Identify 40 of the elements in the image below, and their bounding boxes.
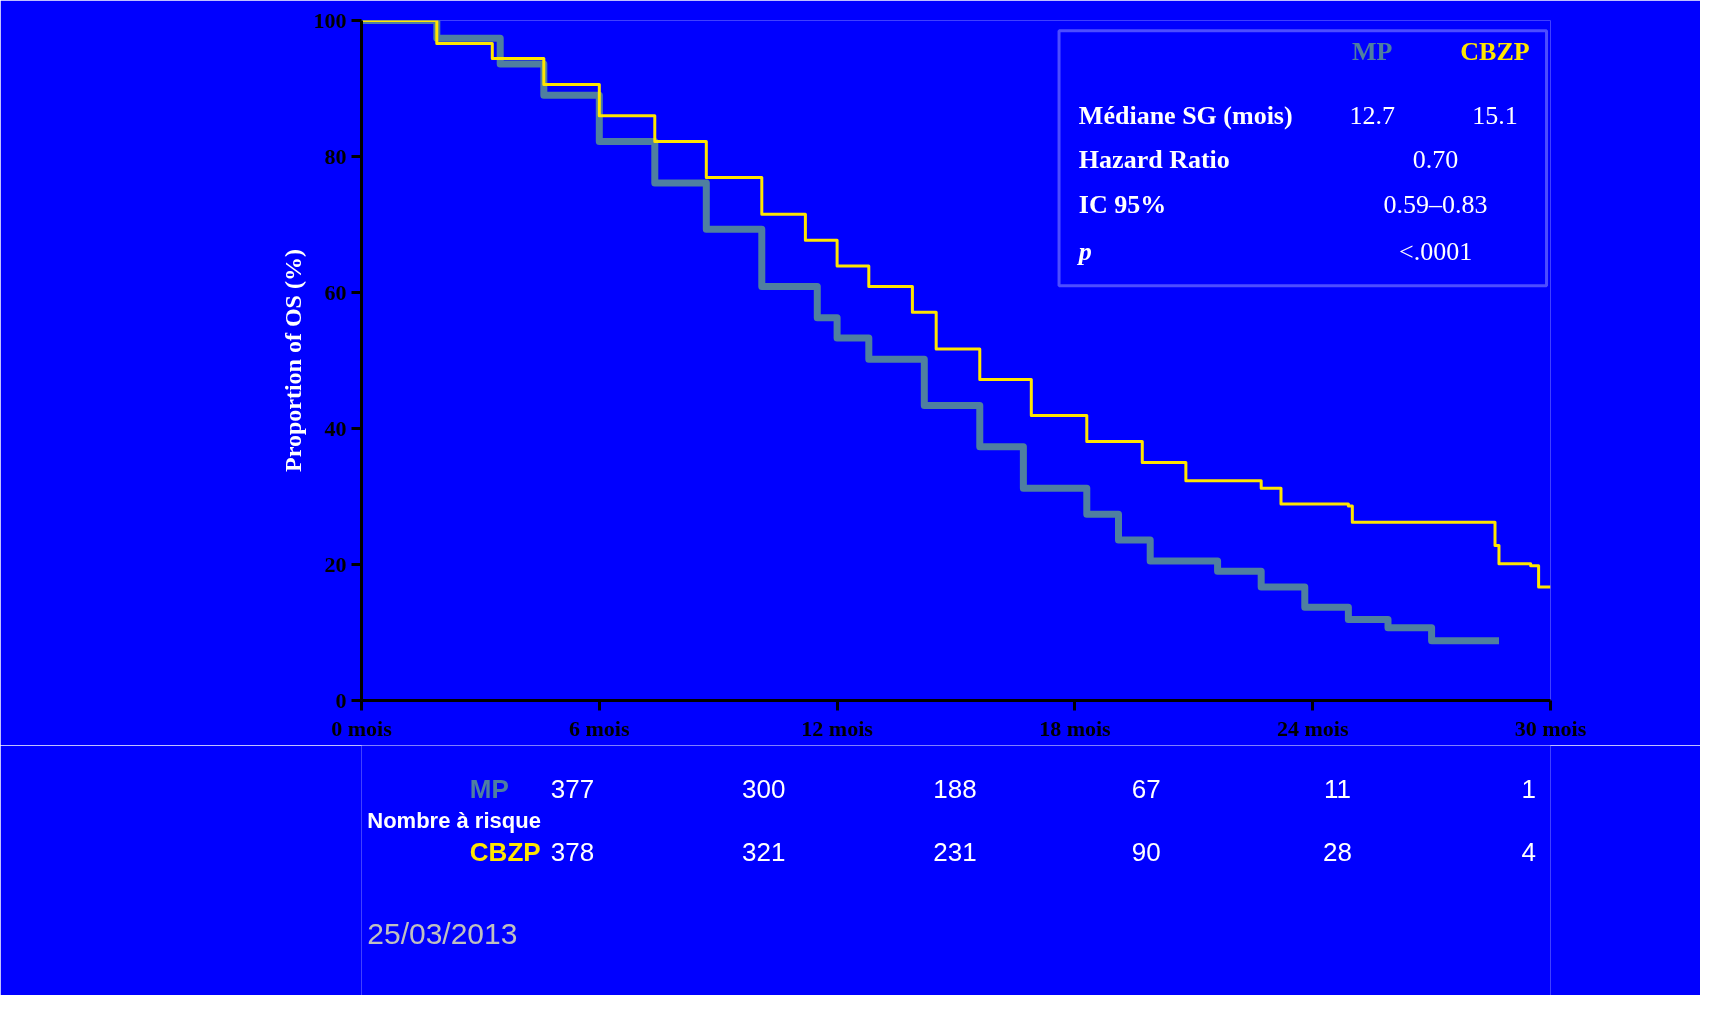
- y-tick-label: 100: [313, 7, 347, 33]
- annotation: <.0001: [1398, 237, 1473, 267]
- x-tick-label: 18 mois: [1039, 715, 1112, 741]
- annotation: Hazard Ratio: [1078, 145, 1230, 175]
- text: 28: [1323, 836, 1352, 867]
- y-tick-label: 60: [324, 279, 347, 305]
- y-tick-label: 0: [335, 687, 347, 713]
- text: CBZP: [1460, 36, 1530, 66]
- text: 25/03/2013: [367, 916, 518, 950]
- y-tick-label: 80: [324, 143, 347, 169]
- y-axis-title: Proportion of OS (%): [279, 249, 306, 472]
- text: MP: [469, 774, 509, 805]
- text: 321: [741, 836, 786, 867]
- text: 188: [933, 774, 977, 805]
- annotation: p: [1076, 237, 1092, 267]
- text: MP: [1351, 36, 1393, 66]
- text: 378: [550, 836, 595, 867]
- text: 4: [1521, 836, 1536, 867]
- x-tick-label: 24 mois: [1276, 715, 1349, 741]
- text: 300: [741, 774, 786, 805]
- text: CBZP: [469, 836, 541, 867]
- y-tick-label: 40: [324, 415, 347, 441]
- text: 11: [1323, 774, 1351, 805]
- annotation: 12.7: [1349, 101, 1395, 131]
- x-tick-label: 30 mois: [1514, 715, 1587, 741]
- annotation: 0.70: [1412, 145, 1459, 175]
- annotation: 15.1: [1472, 101, 1518, 131]
- text: 90: [1131, 836, 1161, 867]
- annotation: Médiane SG (mois): [1078, 101, 1293, 131]
- text: 67: [1131, 774, 1161, 805]
- x-tick-label: 6 mois: [569, 715, 630, 741]
- x-tick-label: 12 mois: [801, 715, 874, 741]
- text: 1: [1521, 774, 1536, 805]
- annotation: 0.59–0.83: [1383, 189, 1488, 219]
- text: 377: [550, 774, 595, 805]
- text: 231: [933, 836, 977, 867]
- y-tick-label: 20: [324, 551, 347, 577]
- text: Nombre à risque: [367, 808, 541, 833]
- annotation: IC 95%: [1078, 189, 1167, 219]
- x-tick-label: 0 mois: [331, 715, 393, 741]
